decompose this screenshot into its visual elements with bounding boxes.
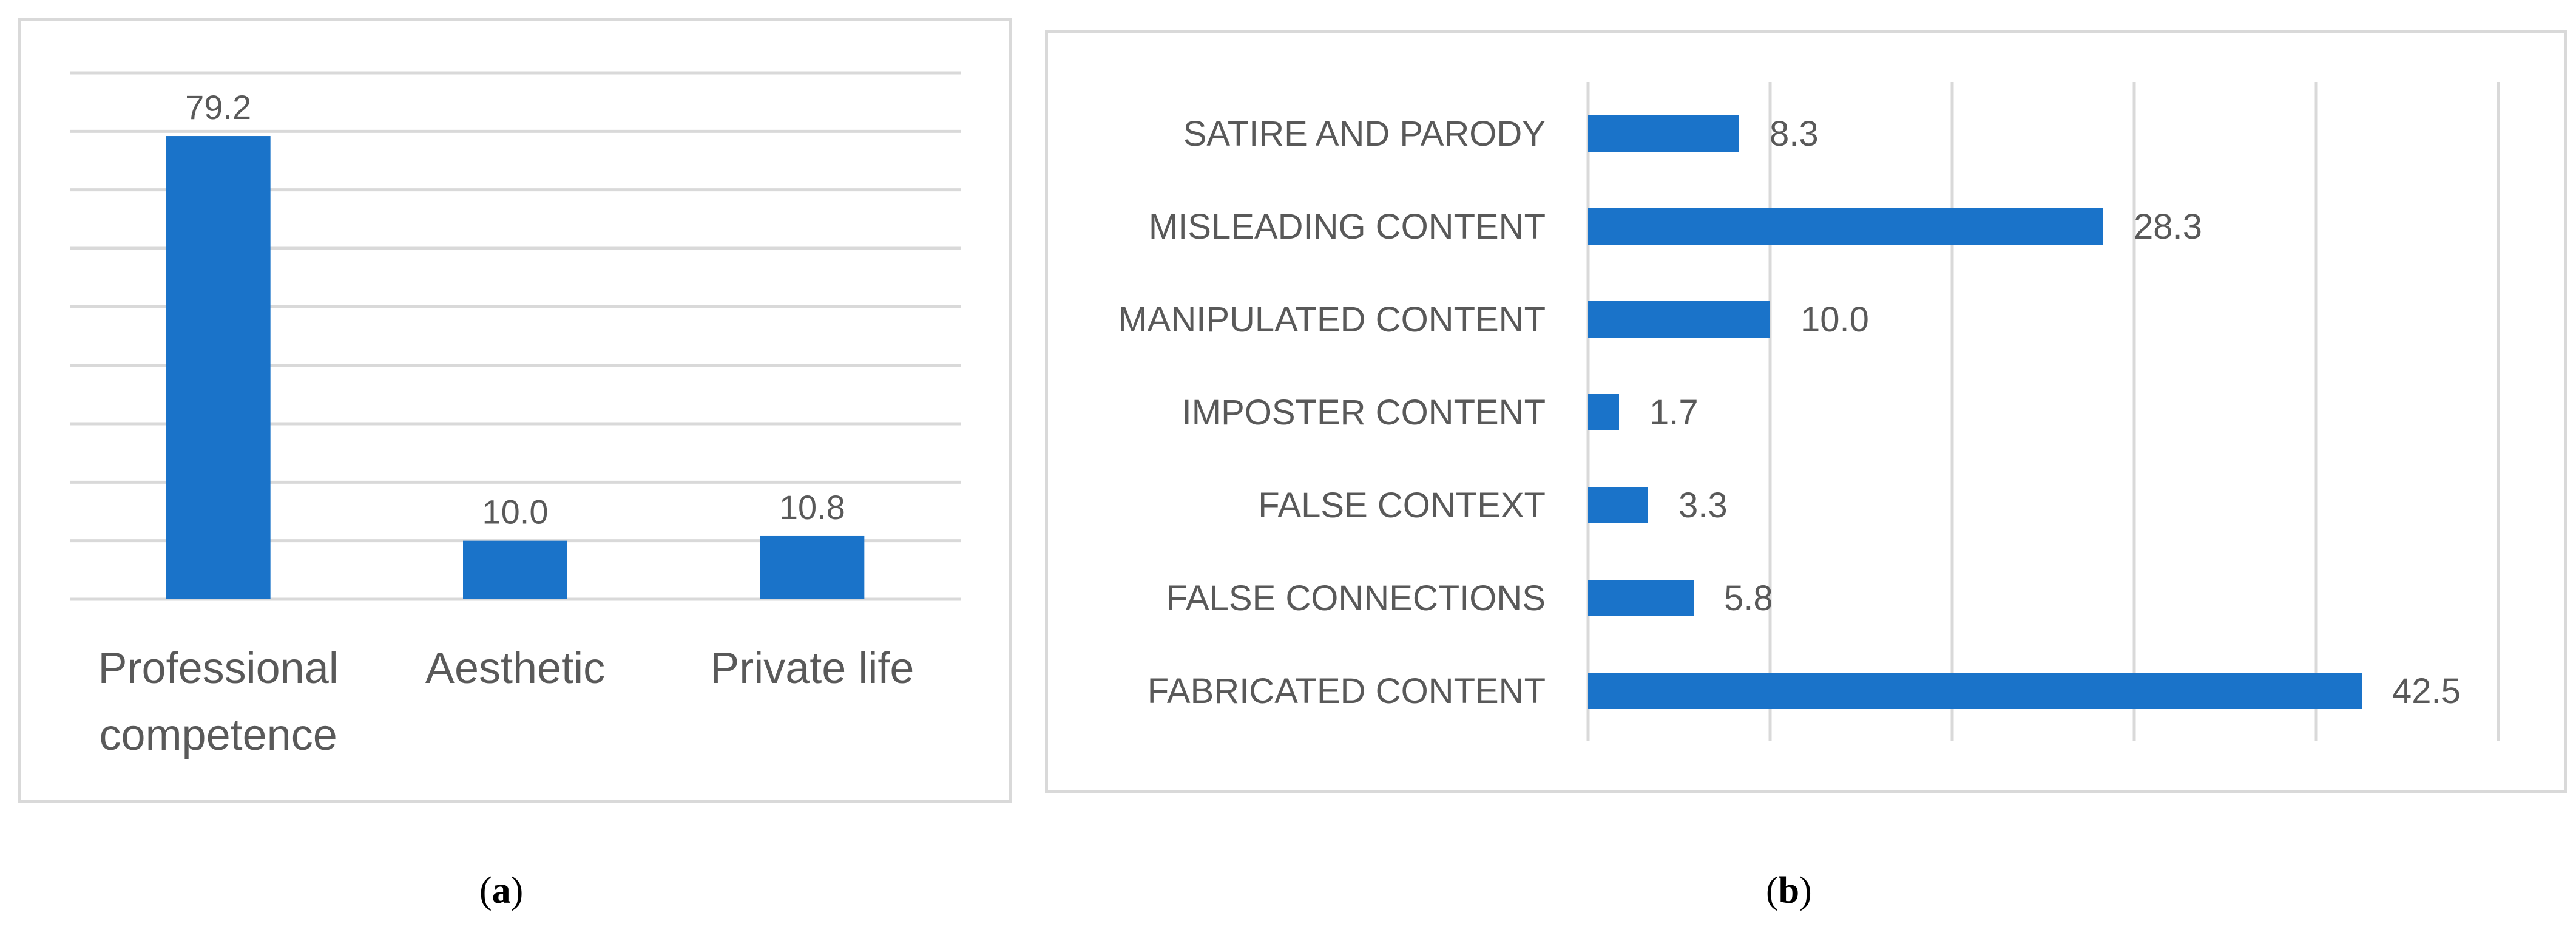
data-label: 3.3 [1678,486,1728,525]
category-tick-label: Professional [98,644,339,693]
bar [1588,394,1619,430]
category-tick-label: MANIPULATED CONTENT [1118,300,1546,339]
bar-chart-b: 8.3 SATIRE AND PARODY 28.3 MISLEADING CONTE… [1118,82,2500,741]
data-label: 10.0 [482,493,549,531]
caption-b-letter: b [1778,870,1800,911]
chart-panel-b: 8.3 SATIRE AND PARODY 28.3 MISLEADING CONTE… [1045,30,2567,793]
caption-b-open: ( [1766,870,1779,911]
data-label: 8.3 [1770,114,1819,154]
category-tick-label: competence [100,711,337,759]
category-tick-label: FALSE CONNECTIONS [1166,579,1546,618]
data-label: 79.2 [185,88,251,126]
category-tick-label: FABRICATED CONTENT [1148,671,1546,711]
bar [463,540,567,599]
category-tick-label: FALSE CONTEXT [1258,486,1546,525]
data-label: 10.8 [779,488,845,526]
bar-chart-a: 79.2 Professional competence 10.0 Aesthetic 1… [70,71,961,759]
caption-a-open: ( [479,870,492,911]
bar [1588,208,2103,245]
caption-a: (a) [479,869,523,912]
bar [1588,115,1739,152]
chart-panel-a: 79.2 Professional competence 10.0 Aesthetic 1… [18,18,1012,803]
caption-b-close: ) [1799,870,1812,911]
category-tick-label: IMPOSTER CONTENT [1182,393,1546,432]
bar [1588,580,1694,616]
category-tick-label: Aesthetic [425,644,605,693]
data-label: 1.7 [1649,393,1699,432]
data-label: 5.8 [1724,579,1773,618]
data-label: 10.0 [1800,300,1869,339]
caption-a-letter: a [492,870,511,911]
category-tick-label: Private life [710,644,914,693]
bar [166,136,271,600]
category-tick-label: SATIRE AND PARODY [1183,114,1546,154]
data-label: 42.5 [2392,671,2461,711]
gridlines-b [1586,82,2500,741]
category-tick-label: MISLEADING CONTENT [1149,207,1546,246]
bar [1588,673,2362,709]
data-label: 28.3 [2134,207,2202,246]
caption-a-close: ) [510,870,524,911]
caption-b: (b) [1766,869,1812,912]
bar [1588,301,1770,338]
bar [1588,487,1648,523]
bar [760,535,865,599]
